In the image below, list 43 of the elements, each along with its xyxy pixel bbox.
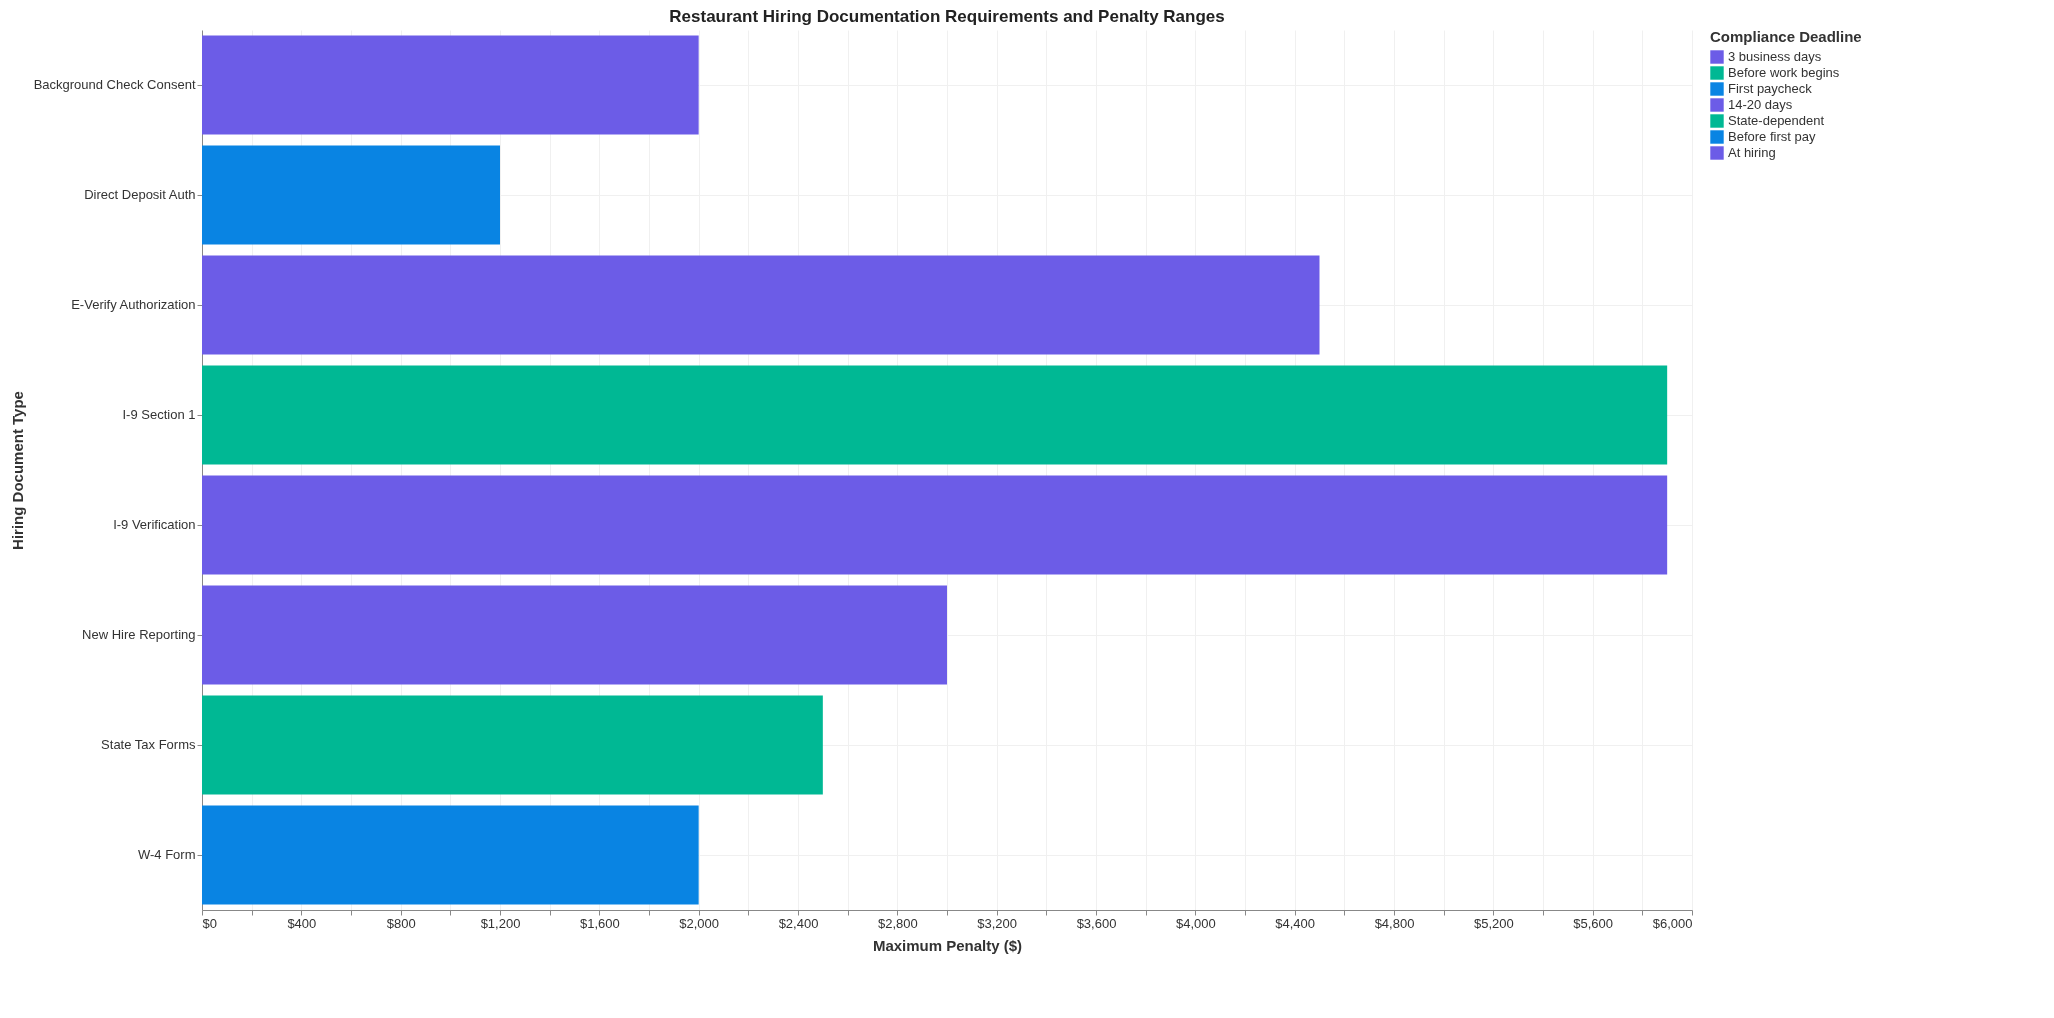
y-tick-label: W-4 Form xyxy=(137,847,196,862)
bar xyxy=(202,805,699,905)
legend-label: State-dependent xyxy=(1728,113,1825,128)
legend-label: Before first pay xyxy=(1728,129,1816,144)
x-tick-label: $3,200 xyxy=(977,915,1018,931)
y-tick-label: I-9 Verification xyxy=(113,517,196,532)
x-tick-label: $1,600 xyxy=(579,915,620,931)
y-tick-label: Background Check Consent xyxy=(33,77,196,92)
x-tick-label: $5,200 xyxy=(1473,915,1514,931)
x-tick-label: $4,400 xyxy=(1275,915,1316,931)
x-tick-label: $2,800 xyxy=(877,915,918,931)
bar xyxy=(202,145,500,245)
x-axis-title: Maximum Penalty ($) xyxy=(872,936,1023,954)
bar xyxy=(202,365,1668,465)
y-tick-label: Direct Deposit Auth xyxy=(84,187,196,202)
y-tick-label: E-Verify Authorization xyxy=(71,297,196,312)
x-tick-label: $5,600 xyxy=(1573,915,1614,931)
legend-title: Compliance Deadline xyxy=(1710,28,1862,45)
x-tick-label: $2,000 xyxy=(679,915,720,931)
legend-label: First paycheck xyxy=(1728,81,1813,96)
y-tick-label: State Tax Forms xyxy=(101,737,196,752)
y-tick-label: New Hire Reporting xyxy=(82,627,196,642)
bar xyxy=(202,585,947,685)
y-tick-label: I-9 Section 1 xyxy=(122,407,196,422)
y-axis-title: Hiring Document Type xyxy=(8,391,26,550)
legend-label: Before work begins xyxy=(1728,65,1840,80)
bar xyxy=(202,475,1668,575)
bar xyxy=(202,35,699,135)
x-tick-label: $3,600 xyxy=(1076,915,1117,931)
bar xyxy=(202,255,1320,355)
x-tick-label: $6,000 xyxy=(1652,915,1693,931)
legend-label: 14-20 days xyxy=(1728,97,1793,112)
bar xyxy=(202,695,823,795)
x-tick-label: $4,800 xyxy=(1374,915,1415,931)
x-tick-label: $400 xyxy=(287,915,317,931)
chart-title: Restaurant Hiring Documentation Requirements and Penalty Ranges xyxy=(669,7,1225,26)
x-tick-label: $2,400 xyxy=(778,915,819,931)
legend-label: At hiring xyxy=(1728,145,1776,160)
x-tick-label: $4,000 xyxy=(1175,915,1216,931)
legend-label: 3 business days xyxy=(1728,49,1822,64)
x-tick-label: $0 xyxy=(202,915,217,931)
x-tick-label: $800 xyxy=(386,915,416,931)
x-tick-label: $1,200 xyxy=(480,915,521,931)
